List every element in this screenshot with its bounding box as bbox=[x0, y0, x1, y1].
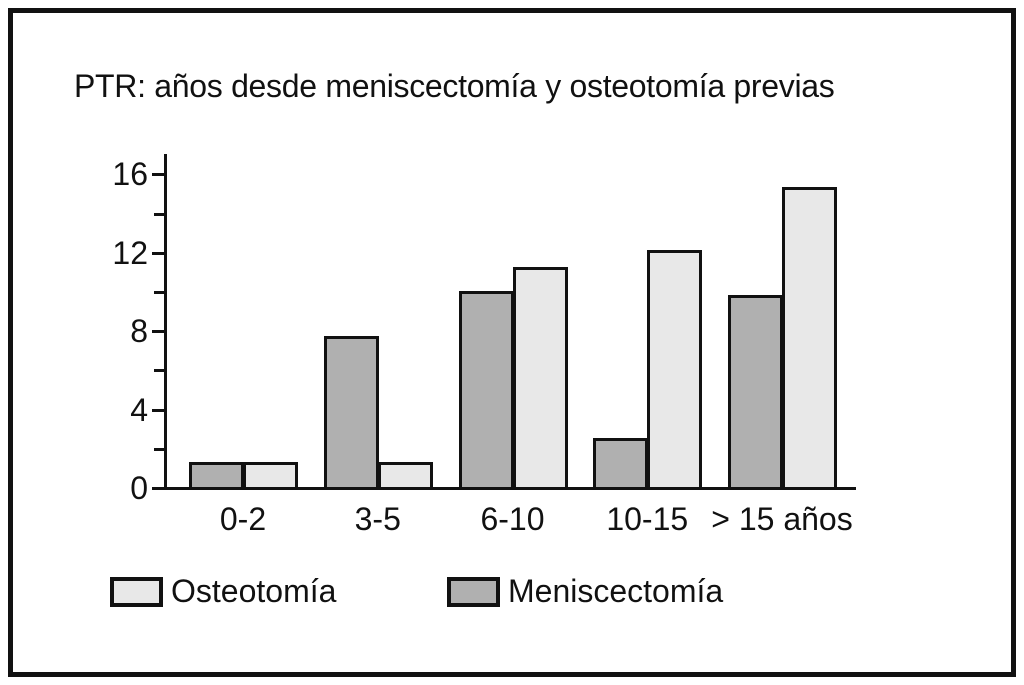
y-axis-major-tick bbox=[152, 408, 167, 412]
y-axis-tick-label: 12 bbox=[112, 234, 148, 271]
chart-title: PTR: años desde meniscectomía y osteotom… bbox=[74, 68, 835, 104]
x-axis-category-label: > 15 años bbox=[711, 501, 853, 537]
bar-meniscectom-a-15-a-os bbox=[728, 294, 783, 490]
y-axis-minor-tick bbox=[154, 212, 167, 216]
bar-meniscectom-a-3-5 bbox=[323, 336, 379, 490]
chart-legend: Osteotomía Meniscectomía bbox=[110, 570, 910, 620]
y-axis-tick-label: 8 bbox=[130, 313, 148, 350]
bar-meniscectom-a-0-2 bbox=[189, 461, 244, 490]
y-axis-major-tick bbox=[152, 330, 167, 334]
legend-label-meniscectomia: Meniscectomía bbox=[508, 573, 724, 609]
y-axis-minor-tick bbox=[154, 291, 167, 294]
bar-osteotom-a-15-a-os bbox=[782, 187, 837, 490]
y-axis-major-tick bbox=[152, 251, 167, 255]
y-axis-minor-tick bbox=[154, 447, 167, 451]
y-axis-major-tick bbox=[152, 173, 167, 177]
y-axis-tick-label: 4 bbox=[130, 391, 148, 428]
x-axis-category-label: 0-2 bbox=[219, 501, 267, 537]
y-axis-tick-label: 0 bbox=[130, 470, 148, 506]
legend-label-osteotomia: Osteotomía bbox=[171, 573, 337, 609]
bar-osteotom-a-0-2 bbox=[243, 461, 298, 490]
x-axis-category-label: 3-5 bbox=[354, 501, 401, 537]
y-axis-tick-label: 16 bbox=[112, 156, 148, 193]
bar-osteotom-a-10-15 bbox=[647, 249, 703, 490]
legend-swatch-meniscectomia bbox=[447, 577, 500, 607]
y-axis-line bbox=[164, 153, 167, 490]
legend-swatch-osteotomia bbox=[110, 577, 163, 607]
bar-meniscectom-a-6-10 bbox=[458, 291, 514, 490]
bar-osteotom-a-6-10 bbox=[512, 267, 568, 490]
x-axis-category-label: 6-10 bbox=[480, 501, 545, 537]
x-axis-category-label: 10-15 bbox=[606, 501, 689, 537]
y-axis-major-tick bbox=[152, 487, 167, 490]
y-axis-minor-tick bbox=[154, 369, 167, 373]
bar-meniscectom-a-10-15 bbox=[593, 438, 649, 490]
bar-osteotom-a-3-5 bbox=[377, 461, 433, 490]
